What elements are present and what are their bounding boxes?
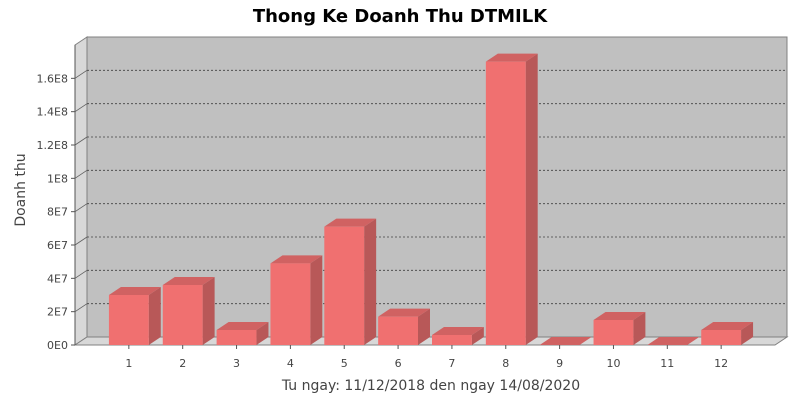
x-tick-label: 7: [448, 357, 455, 370]
y-tick-label: 6E7: [47, 239, 68, 252]
bar-side: [364, 218, 377, 345]
bar: [593, 312, 646, 345]
bar-side: [256, 322, 269, 345]
x-tick-label: 4: [287, 357, 294, 370]
bar-side: [633, 312, 646, 345]
bar-side: [418, 308, 430, 345]
bar-top: [324, 218, 377, 227]
gridline-depth: [74, 270, 88, 279]
bar: [378, 308, 430, 345]
x-axis-label: Tu ngay: 11/12/2018 den ngay 14/08/2020: [281, 378, 580, 394]
bar-top: [647, 337, 700, 345]
bar-front: [108, 295, 149, 345]
gridline-depth: [74, 170, 88, 179]
gridline-depth: [74, 236, 88, 246]
y-axis-label: Doanh thu: [13, 153, 29, 226]
x-tick-label: 5: [341, 357, 348, 370]
y-tick-label: 0E0: [47, 339, 68, 352]
bar: [701, 322, 754, 345]
bar-top: [432, 327, 484, 335]
x-tick-label: 11: [660, 357, 674, 370]
bar-front: [216, 330, 257, 345]
gridline-depth: [74, 303, 88, 312]
bar-top: [162, 277, 215, 285]
x-tick-label: 3: [233, 357, 240, 370]
bar-front: [378, 316, 418, 345]
x-tick-label: 10: [606, 357, 620, 370]
bar: [270, 255, 323, 345]
bar-side: [741, 322, 754, 345]
bar-top: [378, 308, 430, 317]
bar: [324, 218, 377, 345]
bar: [485, 53, 538, 346]
gridline-depth: [74, 136, 88, 146]
y-tick-label: 1.2E8: [37, 139, 68, 152]
x-tick-label: 8: [502, 357, 509, 370]
bar-side: [471, 327, 484, 345]
x-tick-label: 6: [395, 357, 402, 370]
bar: [647, 337, 700, 345]
bar-front: [701, 330, 742, 345]
bar-side: [202, 277, 215, 345]
bar-top: [270, 255, 323, 264]
bar-front: [270, 263, 311, 345]
bar: [432, 327, 484, 345]
y-tick-label: 4E7: [47, 272, 68, 285]
bar-front: [162, 285, 203, 345]
y-tick-label: 8E7: [47, 206, 68, 219]
gridline-depth: [74, 203, 88, 212]
bars-group: [108, 53, 754, 346]
bar-top: [216, 322, 269, 330]
x-tick-label: 1: [125, 357, 132, 370]
bar-top: [539, 337, 592, 345]
bar-side: [310, 255, 323, 345]
bar: [539, 337, 592, 345]
y-tick-label: 1E8: [47, 172, 68, 185]
bar-front: [485, 61, 526, 346]
bar-top: [593, 312, 646, 320]
bar: [108, 287, 161, 345]
bar-side: [525, 53, 538, 346]
y-tick-label: 1.4E8: [37, 106, 68, 119]
plot-side-wall: [74, 36, 88, 346]
bar-top: [701, 322, 754, 330]
bar-front: [432, 335, 472, 345]
gridline-depth: [74, 103, 88, 112]
y-tick-label: 1.6E8: [37, 72, 68, 85]
y-tick-label: 2E7: [47, 306, 68, 319]
gridline-depth: [74, 70, 88, 79]
bar-front: [324, 226, 365, 345]
bar-top: [108, 287, 161, 295]
bar-side: [148, 287, 161, 345]
x-tick-label: 9: [556, 357, 563, 370]
x-tick-label: 2: [179, 357, 186, 370]
bar: [216, 322, 269, 345]
bar-front: [593, 320, 634, 345]
bar-top: [485, 53, 538, 62]
x-tick-label: 12: [714, 357, 728, 370]
chart-title: Thong Ke Doanh Thu DTMILK: [253, 6, 548, 27]
bar: [162, 277, 215, 345]
